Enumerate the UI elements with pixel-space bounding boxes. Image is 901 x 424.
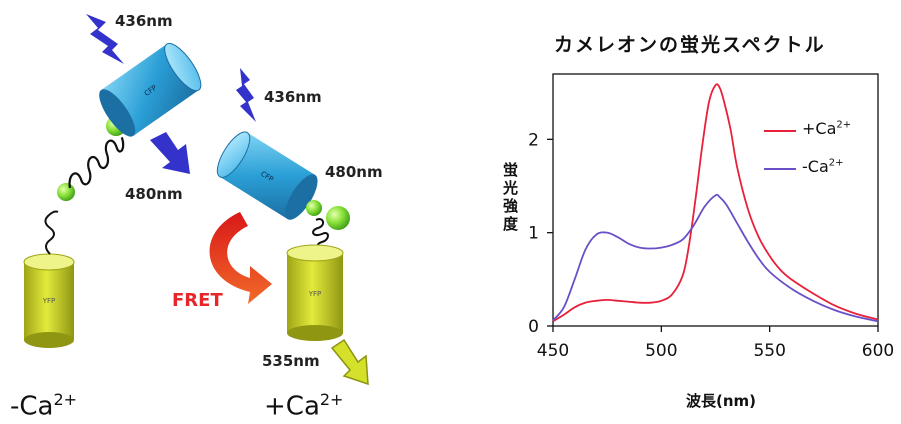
- chart-title: カメレオンの蛍光スペクトル: [554, 34, 826, 56]
- linker-wave-left: [44, 210, 59, 255]
- y-tick-label: 2: [528, 130, 539, 150]
- condition-plus-ca: +Ca2+: [264, 390, 344, 422]
- cfp-cylinder-right: CFP: [216, 131, 318, 220]
- yfp-label-left: YFP: [42, 297, 56, 305]
- y-tick-label: 0: [528, 317, 539, 337]
- arrow-535: [330, 338, 369, 386]
- label-480nm-left: 480nm: [125, 185, 183, 203]
- plot-frame: [552, 73, 879, 327]
- cfp-cylinder-left: CFP: [99, 42, 202, 137]
- legend-label-plus: +Ca2+: [802, 119, 852, 138]
- yfp-cylinder-right: YFP: [286, 244, 344, 341]
- label-436nm-right: 436nm: [264, 88, 322, 106]
- yfp-cylinder-left: YFP: [23, 253, 75, 348]
- chameleon-fret-diagram: YFP CFP CFP YFP: [23, 14, 369, 386]
- legend-label-minus: -Ca2+: [802, 157, 844, 176]
- sphere-left-bottom: [57, 183, 75, 201]
- lightning-436-right: [236, 68, 256, 122]
- series-line-minus-ca: [552, 193, 879, 323]
- legend: [764, 130, 796, 170]
- label-535nm: 535nm: [262, 352, 320, 370]
- sphere-right-b: [326, 206, 350, 230]
- arrow-480-left: [150, 132, 190, 174]
- sphere-right-a: [306, 200, 322, 216]
- y-axis-label: 蛍光強度: [501, 162, 519, 234]
- label-480nm-right: 480nm: [325, 163, 383, 181]
- lightning-436-left: [86, 14, 124, 64]
- condition-minus-ca: -Ca2+: [10, 390, 78, 422]
- fret-label: FRET: [172, 290, 223, 311]
- label-436nm-left: 436nm: [115, 12, 173, 30]
- helix-left: [68, 137, 125, 189]
- y-tick-label: 1: [528, 224, 539, 244]
- x-tick-label: 500: [645, 341, 677, 361]
- x-tick-label: 450: [537, 341, 569, 361]
- x-tick-label: 550: [753, 341, 785, 361]
- helix-right: [312, 218, 329, 250]
- x-axis-label: 波長(nm): [686, 392, 757, 410]
- yfp-label-right: YFP: [308, 290, 322, 298]
- x-tick-label: 600: [862, 341, 894, 361]
- fret-arrow: [209, 212, 272, 304]
